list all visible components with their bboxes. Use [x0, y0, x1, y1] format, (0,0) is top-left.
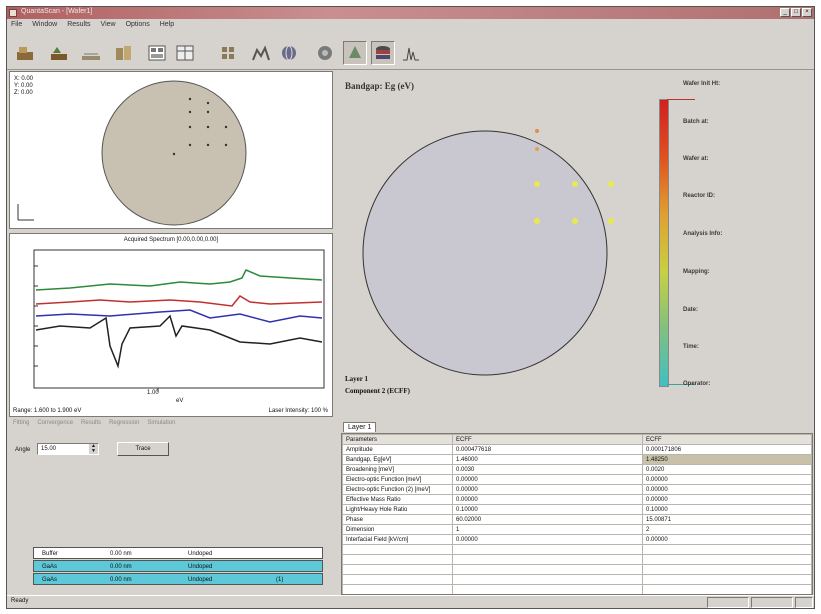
- wafer-map-icon[interactable]: [79, 41, 103, 65]
- trace-button[interactable]: Trace: [117, 442, 169, 456]
- laser-intensity-text: Laser Intensity: 100 %: [268, 408, 328, 414]
- spectrum-panel[interactable]: Acquired Spectrum [0.00,0.00,0.00] 1.00 …: [9, 233, 333, 417]
- spectrum-series-red: [35, 295, 323, 307]
- map-title: Bandgap: Eg (eV): [345, 81, 415, 91]
- table-row[interactable]: Amplitude 0.000477618 0.000171806: [342, 444, 812, 455]
- open-wafer-icon[interactable]: [13, 41, 37, 65]
- toolbar: [7, 33, 814, 70]
- map-points: [534, 129, 614, 224]
- list-item[interactable]: Buffer 0.00 nm Undoped: [33, 547, 323, 559]
- minimize-button[interactable]: _: [780, 8, 790, 17]
- target-icon[interactable]: [313, 41, 337, 65]
- parameters-grid-icon[interactable]: [217, 41, 241, 65]
- status-text: Ready: [11, 598, 29, 604]
- table-row[interactable]: [342, 544, 812, 555]
- layer-stack-icon[interactable]: [111, 41, 135, 65]
- app-icon[interactable]: [9, 9, 17, 17]
- close-button[interactable]: ×: [802, 8, 812, 17]
- table-row[interactable]: Electro-optic Function [meV] 0.00000 0.000…: [342, 474, 812, 485]
- stack-icon[interactable]: [371, 41, 395, 65]
- spectrum-series-green: [35, 269, 323, 291]
- tab-results[interactable]: Results: [81, 420, 102, 426]
- tab-regression[interactable]: Regression: [109, 420, 140, 426]
- wafer-label: Wafer at:: [683, 156, 709, 162]
- angle-input[interactable]: 15.00 ▲ ▼: [37, 443, 99, 455]
- status-bar: Ready: [7, 595, 814, 608]
- table-row[interactable]: Phase 60.02000 15.00871: [342, 514, 812, 525]
- parameters-table-panel: Parameters ECFF ECFF Amplitude 0.00047761…: [341, 433, 813, 595]
- tab-fitting[interactable]: Fitting: [13, 420, 30, 426]
- table-row[interactable]: [342, 564, 812, 575]
- spectrum-series-black: [35, 314, 323, 369]
- spectrum-peaks-icon[interactable]: [399, 41, 423, 65]
- wafer-map-outline: [362, 130, 608, 376]
- grid-view-icon[interactable]: [145, 41, 169, 65]
- bandgap-map-panel[interactable]: Bandgap: Eg (eV) Layer 1 Component 2 (EC…: [337, 71, 813, 417]
- table-row[interactable]: Dimension 1 2: [342, 524, 812, 535]
- map-layer-label: Layer 1: [345, 375, 369, 383]
- lower-tabs: Fitting Convergence Results Regression S…: [13, 420, 175, 426]
- menu-bar: File Window Results View Options Help: [7, 19, 814, 31]
- table-header: Parameters ECFF ECFF: [342, 434, 812, 445]
- spectrum-series-blue: [35, 309, 323, 323]
- table-row[interactable]: [342, 584, 812, 594]
- table-view-icon[interactable]: [173, 41, 197, 65]
- menu-results[interactable]: Results: [67, 21, 91, 28]
- measurement-points: [172, 97, 228, 156]
- spin-arrows-icon[interactable]: ▲ ▼: [89, 444, 98, 454]
- axis-indicator-icon: [17, 204, 34, 221]
- y-coordinate: Y: 0.00: [14, 83, 33, 89]
- menu-help[interactable]: Help: [159, 21, 175, 28]
- tab-layer-1[interactable]: Layer 1: [343, 422, 377, 432]
- x-tick-label: 1.00: [147, 390, 159, 396]
- map-component-label: Component 2 (ECFF): [345, 387, 410, 395]
- menu-window[interactable]: Window: [32, 21, 58, 28]
- spectrum-range-text: Range: 1.600 to 1.900 eV: [13, 408, 82, 414]
- tab-simulation[interactable]: Simulation: [147, 420, 176, 426]
- color-scale-bar: [659, 99, 669, 387]
- wafer-position-panel[interactable]: X: 0.00 Y: 0.00 Z: 0.00: [9, 71, 333, 229]
- table-row[interactable]: Interfacial Field [kV/cm] 0.00000 0.00000: [342, 534, 812, 545]
- x-axis-label: eV: [176, 398, 184, 404]
- y-ticks: [34, 265, 38, 367]
- mapping-label: Mapping:: [683, 269, 710, 275]
- table-row[interactable]: Broadening [meV] 0.0030 0.0020: [342, 464, 812, 475]
- parameters-table: Parameters ECFF ECFF Amplitude 0.00047761…: [342, 434, 812, 594]
- table-row[interactable]: [342, 554, 812, 565]
- spectrum-plot-area: [33, 249, 325, 389]
- operator-label: Operator:: [683, 381, 711, 387]
- menu-file[interactable]: File: [11, 21, 23, 28]
- date-label: Date:: [683, 307, 699, 313]
- app-window: QuantaScan - [Wafer1] _ □ × File Window …: [6, 6, 815, 609]
- globe-icon[interactable]: [277, 41, 301, 65]
- list-item[interactable]: GaAs 0.00 nm Undoped: [33, 560, 323, 572]
- menu-options[interactable]: Options: [125, 21, 150, 28]
- list-item[interactable]: GaAs 0.00 nm Undoped (1): [33, 573, 323, 585]
- reactor-label: Reactor ID:: [683, 193, 716, 199]
- fit-spectra-icon[interactable]: [249, 41, 273, 65]
- table-row[interactable]: Electro-optic Function (2) [meV] 0.00000 0…: [342, 484, 812, 495]
- analysis-info-label: Analysis Info:: [683, 231, 723, 237]
- table-row[interactable]: Effective Mass Ratio 0.00000 0.00000: [342, 494, 812, 505]
- maximize-button[interactable]: □: [791, 8, 801, 17]
- tab-convergence[interactable]: Convergence: [37, 420, 74, 426]
- wafer-init-label: Wafer Init Ht:: [683, 81, 721, 87]
- title-bar[interactable]: QuantaScan - [Wafer1] _ □ ×: [7, 7, 814, 19]
- load-spectra-icon[interactable]: [47, 41, 71, 65]
- batch-label: Batch at:: [683, 119, 709, 125]
- angle-label: Angle: [15, 447, 31, 453]
- layers-list: Buffer 0.00 nm Undoped GaAs 0.00 nm Undoped …: [33, 547, 323, 586]
- layers-3d-icon[interactable]: [343, 41, 367, 65]
- menu-view[interactable]: View: [100, 21, 116, 28]
- table-row[interactable]: [342, 574, 812, 585]
- window-title: QuantaScan - [Wafer1]: [21, 8, 93, 15]
- z-coordinate: Z: 0.00: [14, 90, 33, 96]
- spectrum-title: Acquired Spectrum [0.00,0.00,0.00]: [123, 237, 219, 243]
- table-row[interactable]: Bandgap, Eg[eV] 1.46000 1.48250: [342, 454, 812, 465]
- table-row[interactable]: Light/Heavy Hole Ratio 0.10000 0.10000: [342, 504, 812, 515]
- time-label: Time:: [683, 344, 699, 350]
- x-coordinate: X: 0.00: [14, 76, 34, 82]
